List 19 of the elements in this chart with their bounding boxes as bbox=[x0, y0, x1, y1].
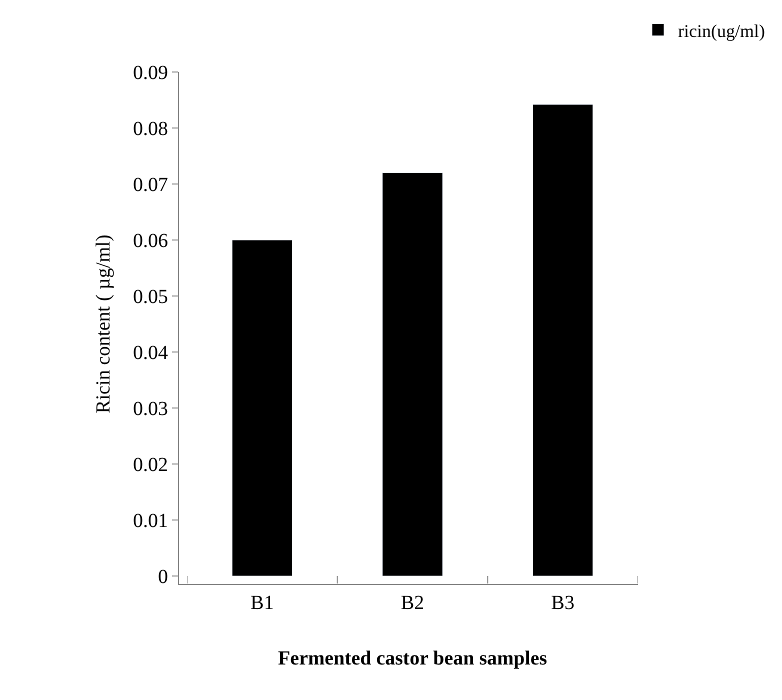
bar bbox=[232, 240, 292, 576]
x-tick-label: B2 bbox=[400, 592, 424, 614]
y-tick-label: 0.05 bbox=[133, 286, 168, 308]
y-tick-label: 0.03 bbox=[133, 398, 168, 420]
bar bbox=[532, 104, 594, 576]
y-tick-label: 0 bbox=[158, 566, 168, 588]
y-axis-title: Ricin content ( µg/ml) bbox=[92, 234, 114, 414]
y-tick-label: 0.04 bbox=[133, 342, 168, 364]
x-tick-label: B3 bbox=[551, 592, 574, 614]
bar bbox=[382, 172, 443, 576]
y-tick-label: 0.07 bbox=[133, 174, 168, 196]
y-tick-label: 0.09 bbox=[133, 62, 168, 84]
y-tick-label: 0.02 bbox=[133, 454, 168, 476]
y-tick-label: 0.06 bbox=[133, 230, 168, 252]
x-axis-title: Fermented castor bean samples bbox=[278, 648, 548, 670]
y-tick-label: 0.08 bbox=[133, 118, 168, 140]
legend-label: ricin(ug/ml) bbox=[678, 20, 765, 41]
y-tick-label: 0.01 bbox=[133, 510, 168, 532]
x-tick-label: B1 bbox=[250, 592, 274, 614]
